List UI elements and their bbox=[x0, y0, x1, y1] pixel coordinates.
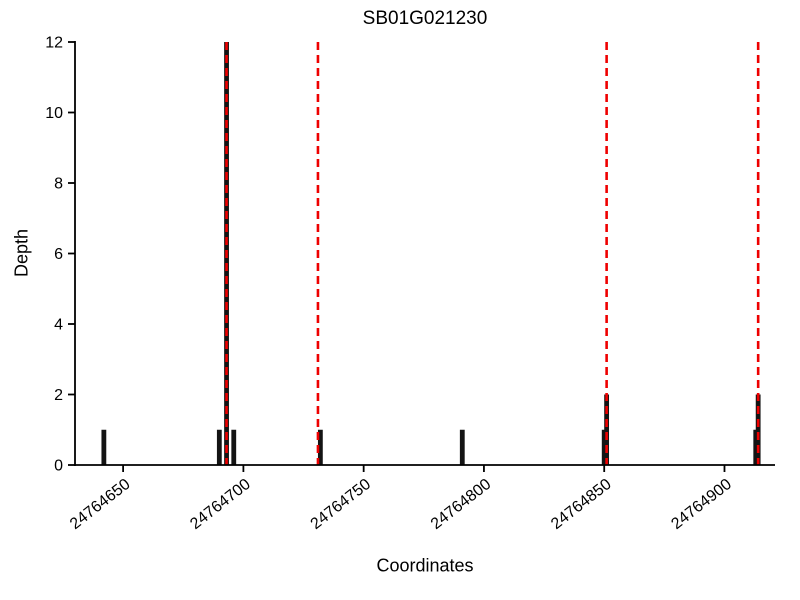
y-tick-label: 6 bbox=[54, 246, 63, 263]
depth-bar bbox=[753, 429, 759, 465]
y-tick-label: 4 bbox=[54, 317, 63, 334]
x-axis-label: Coordinates bbox=[376, 555, 474, 576]
y-tick-label: 2 bbox=[54, 387, 63, 404]
y-tick-label: 0 bbox=[54, 458, 63, 475]
chart-title: SB01G021230 bbox=[362, 8, 488, 29]
y-tick-label: 8 bbox=[54, 176, 63, 193]
depth-bar bbox=[604, 394, 610, 465]
y-tick-label: 10 bbox=[45, 105, 63, 122]
x-tick-label: 24764700 bbox=[187, 476, 254, 533]
y-tick-label: 12 bbox=[45, 35, 63, 52]
depth-bar bbox=[216, 429, 222, 465]
x-tick-label: 24764900 bbox=[668, 476, 735, 533]
depth-bar bbox=[231, 429, 237, 465]
depth-bar bbox=[755, 394, 761, 465]
x-tick-label: 24764850 bbox=[548, 476, 615, 533]
x-tick-label: 24764750 bbox=[308, 476, 375, 533]
x-tick-label: 24764650 bbox=[67, 476, 134, 533]
depth-bar bbox=[459, 429, 465, 465]
depth-bar bbox=[317, 429, 323, 465]
x-tick-label: 24764800 bbox=[428, 476, 495, 533]
depth-bar bbox=[101, 429, 107, 465]
